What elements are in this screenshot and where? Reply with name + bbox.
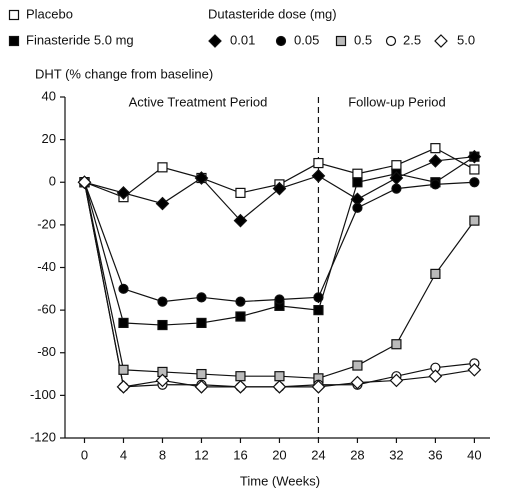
data-point [469,215,480,226]
data-point [350,375,365,390]
legend-label: 5.0 [457,32,475,47]
data-point [194,171,209,185]
data-point [118,283,129,294]
y-tick-label: 0 [49,174,56,189]
data-point [235,371,246,382]
data-point [313,305,324,316]
data-point [155,196,170,211]
data-point [196,368,207,380]
data-point [157,162,168,173]
data-point [118,364,129,375]
legend-label: 2.5 [403,32,421,47]
legend-label: 0.05 [294,32,319,47]
legend-label: Finasteride 5.0 mg [26,32,134,47]
x-axis-label: Time (Weeks) [240,473,320,488]
legend-marker [8,9,20,21]
data-point [274,294,285,305]
data-point [389,373,404,388]
data-point [469,164,480,175]
legend-marker [385,35,397,47]
legend-label: 0.01 [230,32,255,47]
data-point [196,317,207,329]
data-point [157,319,168,331]
data-point [430,143,441,154]
x-tick-label: 16 [233,447,247,462]
legend-title: Dutasteride dose (mg) [208,6,337,21]
legend-marker [8,35,20,47]
data-point [467,149,482,164]
data-point [430,268,441,279]
legend-label: 0.5 [354,32,372,47]
data-point [352,177,363,188]
legend-marker [434,34,448,48]
data-point [391,160,402,171]
data-point [311,380,326,394]
data-point [272,380,287,394]
data-point [467,362,482,377]
data-point [272,181,287,196]
data-point [155,373,170,388]
data-point [311,169,326,183]
data-point [235,296,246,307]
data-point [313,157,324,169]
y-tick-label: -40 [37,259,56,274]
x-tick-label: 32 [389,447,403,462]
y-axis-label: DHT (% change from baseline) [35,66,213,81]
data-point [116,380,131,394]
data-point [428,154,443,168]
y-tick-label: -20 [37,216,56,231]
data-point [194,380,209,394]
y-tick-label: -60 [37,302,56,317]
data-point [430,179,441,190]
data-point [469,177,480,188]
x-tick-label: 4 [120,447,127,462]
data-point [235,187,246,199]
data-point [391,339,402,350]
data-point [233,380,248,394]
series-line [83,182,475,388]
data-point [391,183,402,194]
data-point [157,296,168,307]
data-point [352,360,363,371]
data-point [77,175,92,190]
series-line [83,182,475,379]
x-tick-label: 20 [272,447,286,462]
data-point [352,168,363,179]
data-point [118,317,129,329]
data-point [233,213,248,228]
y-tick-label: -100 [30,387,56,402]
series-line [83,181,475,303]
annotation: Follow-up Period [348,94,446,109]
x-tick-label: 0 [81,447,88,462]
y-tick-label: 20 [42,131,56,146]
x-tick-label: 28 [350,447,364,462]
x-tick-label: 24 [311,447,325,462]
legend-marker [335,35,347,47]
legend-label: Placebo [26,6,73,21]
data-point [116,186,131,200]
x-tick-label: 36 [428,447,442,462]
data-point [428,369,443,384]
data-point [235,311,246,322]
y-tick-label: -120 [30,429,56,444]
data-point [274,371,285,382]
legend-marker [275,35,287,47]
x-tick-label: 12 [194,447,208,462]
data-point [352,202,363,213]
data-point [196,292,207,303]
legend-marker [208,34,222,48]
series-line [83,182,475,388]
data-point [313,292,324,303]
x-tick-label: 8 [159,447,166,462]
annotation: Active Treatment Period [129,94,268,109]
y-tick-label: 40 [42,88,56,103]
y-tick-label: -80 [37,344,56,359]
x-tick-label: 40 [467,447,481,462]
